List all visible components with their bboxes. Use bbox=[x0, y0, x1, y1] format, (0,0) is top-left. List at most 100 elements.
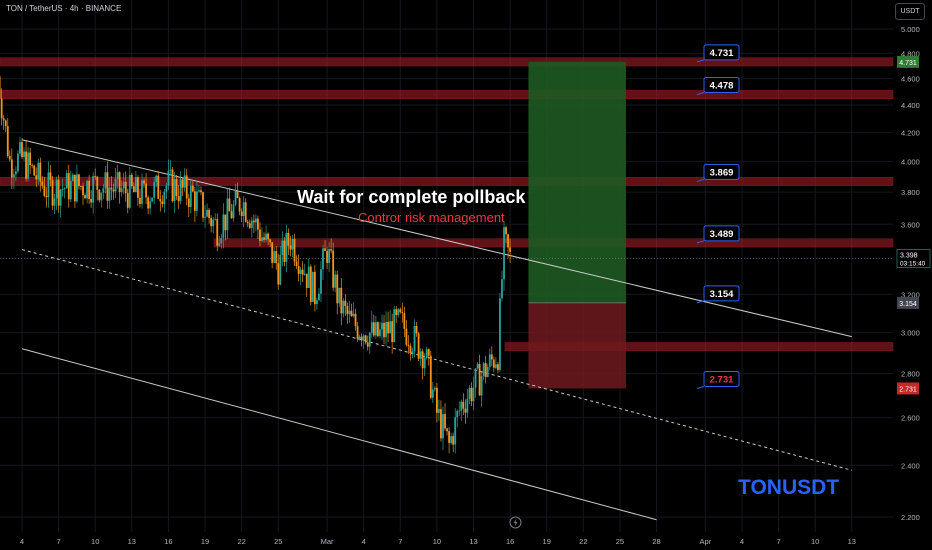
candle-body bbox=[433, 387, 436, 390]
candle-body bbox=[153, 182, 156, 198]
candle-countdown: 03:15:40 bbox=[900, 261, 926, 268]
candle-body bbox=[14, 171, 17, 175]
x-tick-label: 16 bbox=[164, 537, 172, 546]
x-tick-label: 22 bbox=[237, 537, 245, 546]
level-callout-3-489[interactable]: 3.489 bbox=[696, 225, 740, 244]
candle-body bbox=[303, 273, 306, 275]
callout-label: 3.869 bbox=[710, 167, 734, 178]
candle-body bbox=[328, 249, 331, 263]
candle-body bbox=[261, 237, 263, 241]
candle-body bbox=[285, 232, 288, 262]
candle-body bbox=[82, 186, 84, 196]
y-tick-label: 3.200 bbox=[901, 290, 920, 299]
replay-icon[interactable] bbox=[509, 516, 522, 529]
candle-body bbox=[313, 271, 316, 305]
candle-body bbox=[61, 189, 64, 190]
candle-body bbox=[346, 305, 349, 315]
x-tick-label: Apr bbox=[700, 537, 712, 546]
descending-channel[interactable] bbox=[21, 139, 852, 521]
candle-body bbox=[320, 269, 322, 294]
candle-body bbox=[417, 333, 420, 359]
candle-body bbox=[248, 223, 251, 228]
level-callout-4-478[interactable]: 4.478 bbox=[696, 77, 740, 96]
symbol-title[interactable]: TON / TetherUS · 4h · BINANCE bbox=[6, 4, 122, 13]
candle-body bbox=[139, 197, 141, 204]
candle-body bbox=[456, 410, 459, 418]
subline-annotation[interactable]: Contror risk management bbox=[358, 210, 505, 225]
candle-body bbox=[340, 287, 343, 314]
channel-lower-line[interactable] bbox=[21, 348, 657, 521]
candle-body bbox=[387, 321, 389, 334]
x-tick-label: 25 bbox=[274, 537, 282, 546]
candle-body bbox=[185, 175, 188, 199]
resistance-zone[interactable] bbox=[0, 90, 894, 99]
channel-upper-line[interactable] bbox=[21, 139, 852, 338]
candle-body bbox=[29, 152, 32, 165]
stop-zone[interactable] bbox=[528, 302, 627, 389]
time-axis[interactable]: 4 7 10 13 16 19 22 25 Mar 4 7 10 13 16 19 22 25 28 Apr 4 7 10… bbox=[20, 537, 856, 546]
candle-body bbox=[76, 174, 78, 202]
callout-label: 3.489 bbox=[710, 229, 734, 240]
callout-box bbox=[703, 44, 740, 61]
candle-body bbox=[452, 436, 455, 445]
candle-body bbox=[63, 188, 66, 190]
candle-body bbox=[336, 274, 339, 304]
x-tick-label: 4 bbox=[740, 537, 744, 546]
candle-body bbox=[423, 357, 426, 369]
x-tick-label: 10 bbox=[811, 537, 819, 546]
candle-body bbox=[130, 174, 133, 187]
candle-body bbox=[403, 313, 406, 329]
candle-body bbox=[413, 325, 416, 352]
channel-middle-line[interactable] bbox=[21, 249, 852, 471]
candle-body bbox=[193, 191, 196, 211]
candle-body bbox=[419, 351, 422, 359]
candle-body bbox=[90, 199, 93, 203]
level-callouts[interactable]: 4.731 4.478 3.869 3.489 3.154 2.731 bbox=[696, 44, 740, 389]
resistance-zone[interactable] bbox=[0, 57, 894, 67]
level-callout-3-154[interactable]: 3.154 bbox=[696, 285, 740, 304]
x-tick-label: 4 bbox=[362, 537, 366, 546]
callout-box bbox=[703, 163, 740, 180]
ticker-annotation[interactable]: TONUSDT bbox=[738, 476, 839, 499]
candle-body bbox=[342, 300, 345, 314]
candle-body bbox=[275, 251, 278, 264]
candle-body bbox=[145, 183, 147, 198]
resistance-zone[interactable] bbox=[0, 176, 894, 186]
level-callout-3-869[interactable]: 3.869 bbox=[696, 163, 740, 182]
long-position-tool[interactable] bbox=[528, 61, 627, 389]
x-tick-label: 7 bbox=[398, 537, 402, 546]
x-tick-label: 19 bbox=[543, 537, 551, 546]
candle-body bbox=[228, 198, 231, 212]
candle-body bbox=[31, 164, 34, 166]
headline-annotation[interactable]: Wait for complete pollback bbox=[297, 187, 526, 207]
candle-body bbox=[110, 187, 113, 190]
candle-body bbox=[478, 364, 481, 396]
y-tick-label: 3.600 bbox=[901, 220, 920, 229]
target-zone[interactable] bbox=[528, 61, 627, 303]
candle-body bbox=[132, 186, 135, 192]
candle-body bbox=[53, 198, 56, 206]
candle-body bbox=[281, 240, 284, 255]
candle-body bbox=[316, 300, 318, 305]
candle-body bbox=[358, 336, 361, 339]
candlesticks bbox=[0, 76, 512, 454]
y-tick-label: 2.200 bbox=[901, 513, 920, 522]
candle-body bbox=[291, 238, 294, 250]
candle-body bbox=[92, 176, 95, 203]
candle-body bbox=[206, 209, 208, 217]
candle-body bbox=[246, 221, 249, 224]
candle-body bbox=[427, 349, 430, 356]
axis-tag-label: 3.154 bbox=[899, 301, 917, 308]
candle-body bbox=[171, 169, 174, 202]
callout-leader bbox=[696, 178, 705, 182]
level-callout-4-731[interactable]: 4.731 bbox=[696, 44, 740, 63]
candle-body bbox=[57, 179, 60, 206]
candle-body bbox=[474, 368, 477, 388]
candle-body bbox=[226, 198, 229, 231]
candle-body bbox=[159, 198, 162, 202]
level-callout-2-731[interactable]: 2.731 bbox=[696, 370, 740, 389]
candle-body bbox=[19, 142, 21, 154]
currency-button[interactable]: USDT bbox=[895, 3, 925, 20]
resistance-zone[interactable] bbox=[504, 342, 894, 352]
